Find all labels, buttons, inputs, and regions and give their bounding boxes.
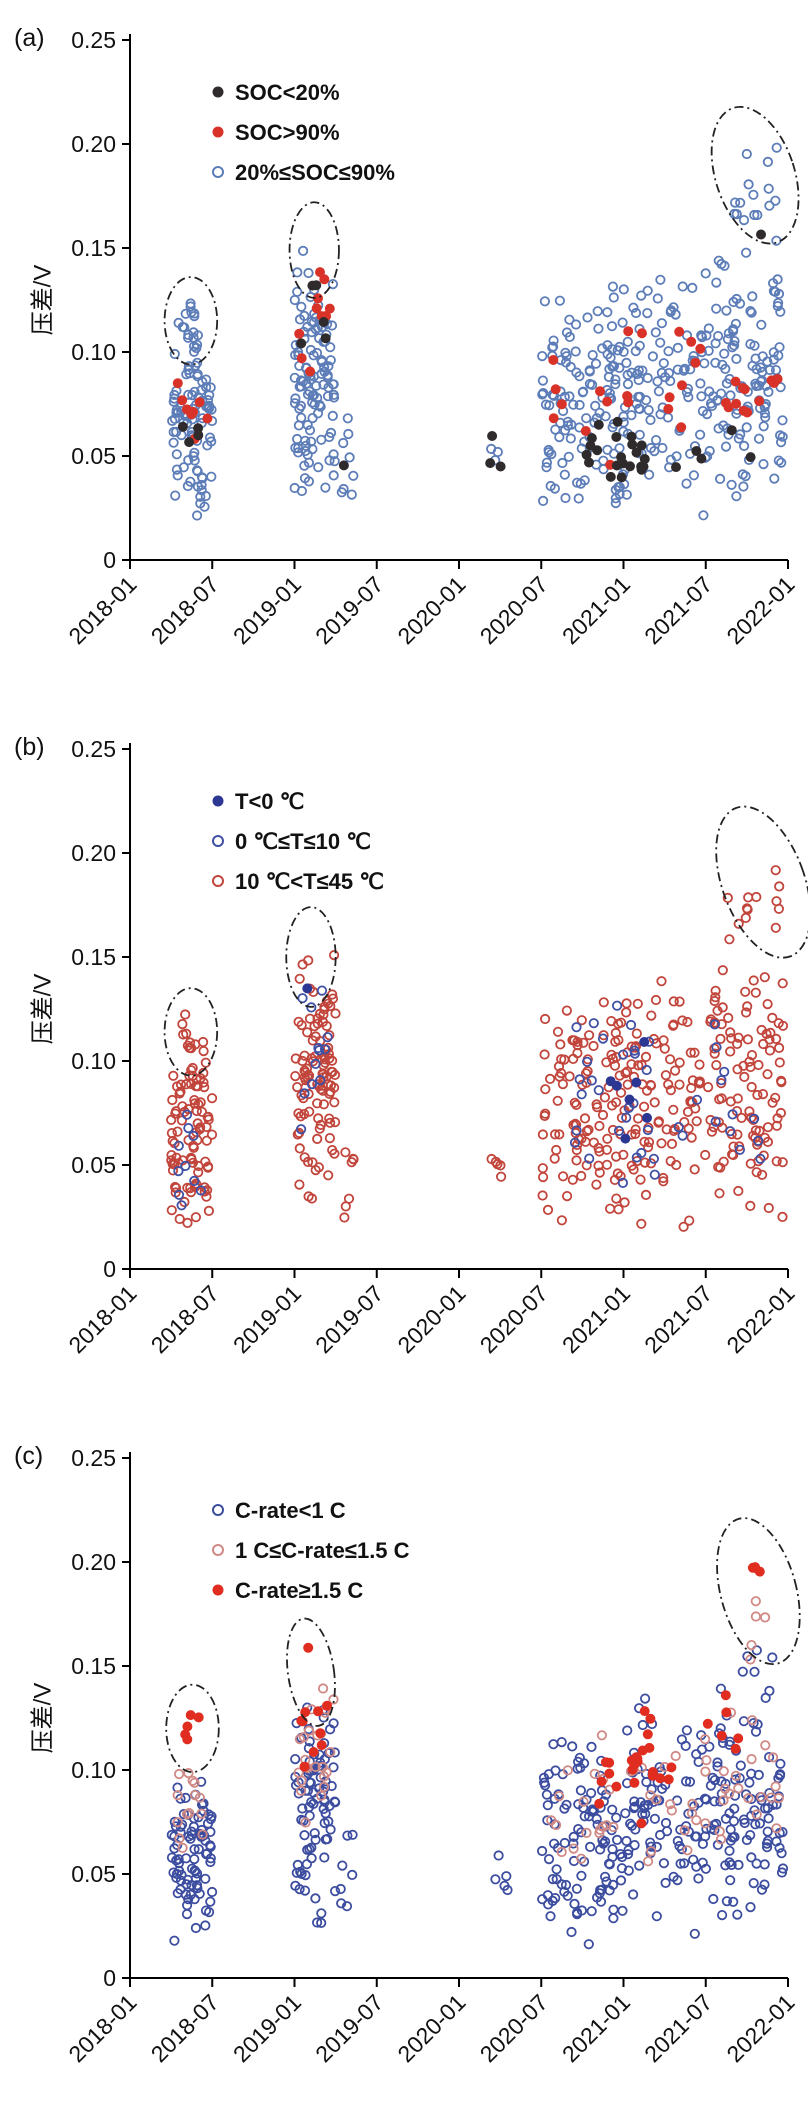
legend-marker-0-t-10 [212, 835, 224, 847]
annotation-ellipse [715, 805, 808, 959]
x-tick-label: 2022-01 [721, 1989, 799, 2067]
y-tick-label: 0.10 [71, 1757, 116, 1783]
legend: SOC<20% SOC>90% 20%≤SOC≤90% [212, 80, 395, 185]
x-tick-label: 2018-01 [63, 571, 141, 649]
y-tick-label: 0.25 [71, 27, 116, 53]
legend-marker-20-soc-90 [212, 166, 224, 178]
legend-label-1-c-c-rate-1-5-c: 1 C≤C-rate≤1.5 C [235, 1538, 410, 1563]
y-tick-label: 0.20 [71, 840, 116, 866]
x-tick-label: 2018-01 [63, 1989, 141, 2067]
y-tick-label: 0 [103, 1965, 116, 1991]
y-tick-label: 0.15 [71, 944, 116, 970]
annotation-ellipse [716, 1517, 801, 1666]
scatter-series-t-0 [302, 983, 652, 1144]
annotation-ellipse [710, 105, 800, 245]
x-tick-label: 2019-07 [310, 1989, 388, 2067]
y-axis-title: 压差/V [29, 264, 57, 336]
annotation-ellipse [163, 276, 219, 366]
x-tick-label: 2019-07 [310, 571, 388, 649]
y-tick-label: 0.25 [71, 1445, 116, 1471]
legend-marker-t-0 [212, 795, 224, 807]
legend-marker-soc-90 [212, 126, 224, 138]
y-tick-label: 0.15 [71, 235, 116, 261]
legend-marker-10-t-45 [212, 875, 224, 887]
panel-a: 0 0.05 0.10 0.15 0.20 0.25 2018-01 2018-07 2019-… [0, 0, 808, 709]
legend-label-t-0: T<0 ℃ [235, 789, 304, 814]
x-tick-label: 2020-07 [475, 1280, 553, 1358]
x-tick-label: 2021-07 [639, 1280, 717, 1358]
scatter-series-c-rate-1-c [166, 1645, 789, 1950]
x-tick-label: 2018-01 [63, 1280, 141, 1358]
scatter-series-soc-20 [177, 229, 766, 483]
x-tick-label: 2018-07 [146, 1280, 224, 1358]
legend-label-10-t-45: 10 ℃<T≤45 ℃ [235, 869, 384, 894]
x-tick-label: 2022-01 [721, 1280, 799, 1358]
panel-label-a: (a) [14, 24, 45, 52]
y-tick-label: 0.05 [71, 1152, 116, 1178]
y-tick-label: 0.10 [71, 1048, 116, 1074]
panel-c: 0 0.05 0.10 0.15 0.20 0.25 2018-01 2018-07 2019-… [0, 1418, 808, 2127]
legend-label-soc-90: SOC>90% [235, 120, 340, 145]
y-tick-label: 0.20 [71, 1549, 116, 1575]
legend-marker-1-c-c-rate-1-5-c [212, 1544, 224, 1556]
x-tick-label: 2021-01 [557, 571, 635, 649]
annotation-ellipse [288, 201, 340, 299]
y-axis-title: 压差/V [29, 1682, 57, 1754]
legend: C-rate<1 C 1 C≤C-rate≤1.5 C C-rate≥1.5 C [212, 1498, 410, 1603]
x-tick-label: 2018-07 [146, 571, 224, 649]
x-tick-label: 2018-07 [146, 1989, 224, 2067]
x-tick-label: 2020-01 [392, 1989, 470, 2067]
x-tick-label: 2019-01 [228, 571, 306, 649]
x-tick-label: 2019-01 [228, 1989, 306, 2067]
x-tick-label: 2020-07 [475, 1989, 553, 2067]
y-tick-label: 0.10 [71, 339, 116, 365]
panel-label-b: (b) [14, 733, 45, 761]
x-tick-label: 2021-07 [639, 1989, 717, 2067]
scatter-series-0-t-10 [173, 985, 766, 1211]
scatter-series-soc-90 [172, 267, 783, 470]
y-tick-label: 0.20 [71, 131, 116, 157]
y-tick-label: 0.25 [71, 736, 116, 762]
legend: T<0 ℃ 0 ℃≤T≤10 ℃ 10 ℃<T≤45 ℃ [212, 789, 384, 894]
legend-marker-soc-20 [212, 86, 224, 98]
x-tick-label: 2021-07 [639, 571, 717, 649]
legend-label-c-rate-1-5-c: C-rate≥1.5 C [235, 1578, 363, 1603]
legend-marker-c-rate-1-c [212, 1504, 224, 1516]
x-tick-label: 2021-01 [557, 1989, 635, 2067]
scatter-series-20-soc-90 [167, 142, 788, 521]
annotation-ellipse [163, 987, 219, 1077]
legend-label-c-rate-1-c: C-rate<1 C [235, 1498, 346, 1523]
annotation-ellipse [286, 1617, 336, 1727]
x-tick-label: 2020-01 [392, 571, 470, 649]
y-tick-label: 0 [103, 1256, 116, 1282]
x-tick-label: 2019-01 [228, 1280, 306, 1358]
x-tick-label: 2019-07 [310, 1280, 388, 1358]
scatter-series-10-t-45 [166, 865, 789, 1232]
y-tick-label: 0.05 [71, 443, 116, 469]
x-tick-label: 2020-01 [392, 1280, 470, 1358]
legend-label-20-soc-90: 20%≤SOC≤90% [235, 160, 395, 185]
legend-label-soc-20: SOC<20% [235, 80, 340, 105]
y-tick-label: 0.15 [71, 1653, 116, 1679]
scatter-series-1-c-c-rate-1-5-c [172, 1596, 784, 1867]
x-tick-label: 2020-07 [475, 571, 553, 649]
legend-label-0-t-10: 0 ℃≤T≤10 ℃ [235, 829, 371, 854]
y-tick-label: 0 [103, 547, 116, 573]
panel-label-c: (c) [14, 1442, 44, 1470]
y-axis-title: 压差/V [29, 973, 57, 1045]
x-tick-label: 2021-01 [557, 1280, 635, 1358]
y-tick-label: 0.05 [71, 1861, 116, 1887]
annotation-ellipse [165, 1683, 220, 1773]
panel-b: 0 0.05 0.10 0.15 0.20 0.25 2018-01 2018-07 2019-… [0, 709, 808, 1418]
legend-marker-c-rate-1-5-c [212, 1584, 224, 1596]
annotation-ellipse [285, 906, 337, 1008]
x-tick-label: 2022-01 [721, 571, 799, 649]
